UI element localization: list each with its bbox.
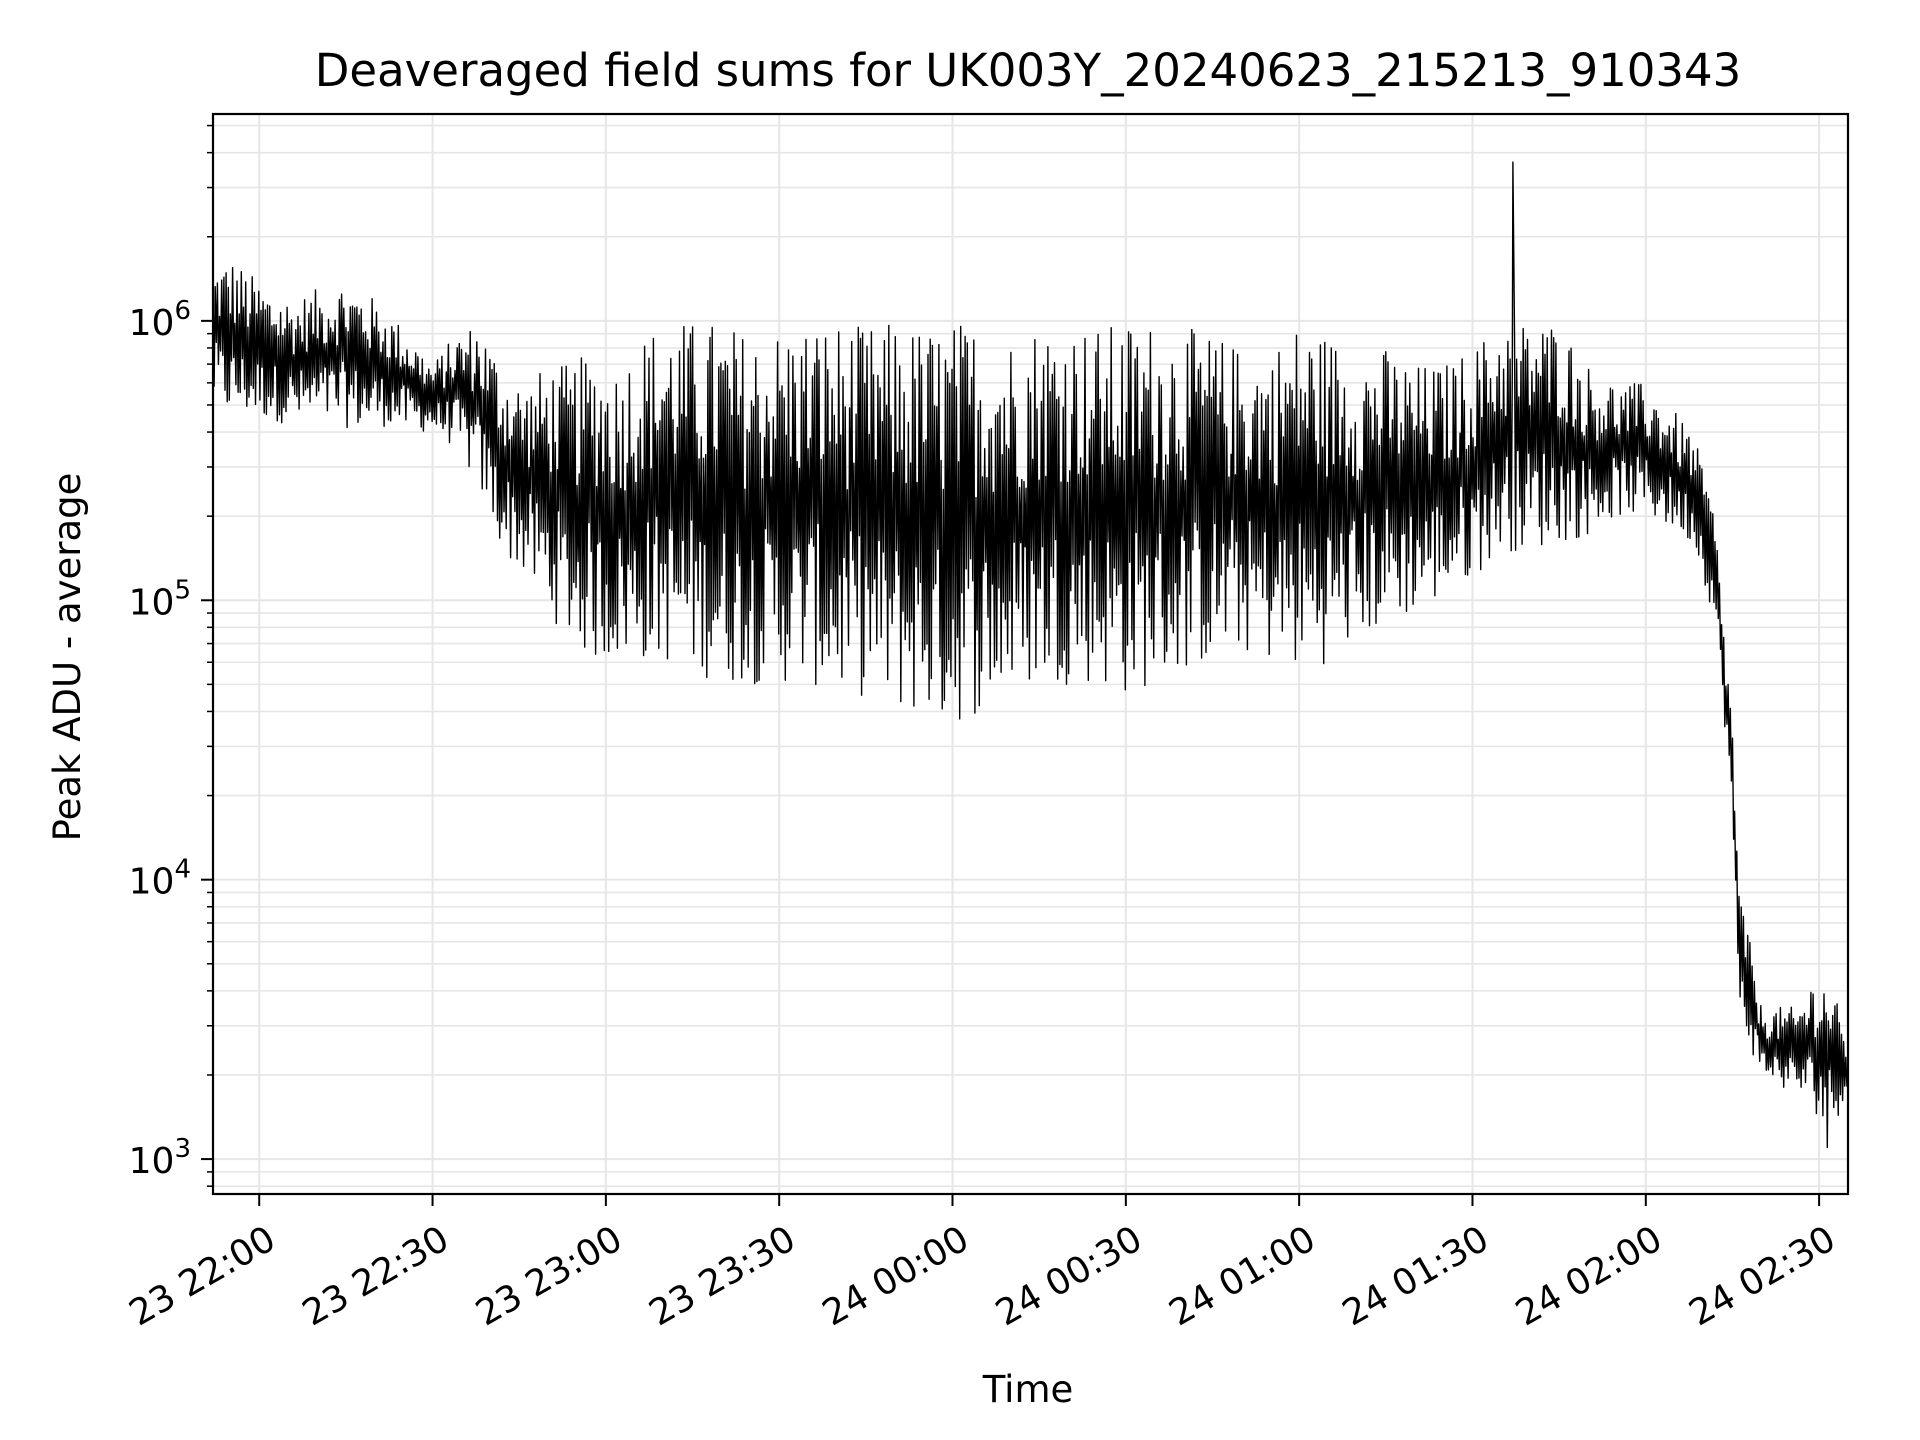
- x-axis-title: Time: [982, 1368, 1074, 1411]
- chart-title: Deaveraged field sums for UK003Y_2024062…: [315, 44, 1742, 97]
- y-tick-label: 103: [129, 1134, 191, 1182]
- axes-frame: [211, 112, 1850, 1196]
- y-tick-label-exponent: 5: [174, 575, 191, 605]
- y-tick-label-exponent: 4: [174, 855, 191, 885]
- y-tick-label: 104: [129, 855, 191, 903]
- y-tick-label-exponent: 6: [174, 296, 191, 326]
- series-line: [212, 161, 1849, 1149]
- y-tick-label-base: 10: [129, 862, 175, 903]
- y-tick-label-exponent: 3: [174, 1134, 191, 1164]
- y-tick-label: 105: [129, 575, 191, 623]
- y-axis-title: Peak ADU - average: [46, 473, 89, 842]
- plot-area: [212, 161, 1849, 1149]
- y-tick-label-base: 10: [129, 582, 175, 623]
- y-tick-label-base: 10: [129, 1141, 175, 1182]
- y-tick-label-base: 10: [129, 303, 175, 344]
- grid-lines: [213, 114, 1848, 1194]
- y-tick-label: 106: [129, 296, 191, 344]
